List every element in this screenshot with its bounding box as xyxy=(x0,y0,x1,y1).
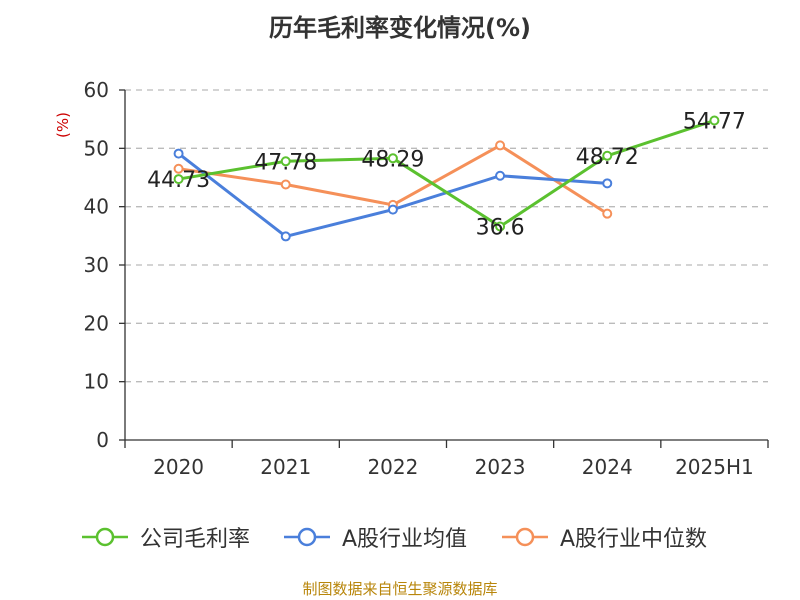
series-line xyxy=(178,119,715,228)
y-tick-label: 10 xyxy=(84,370,109,394)
legend-marker xyxy=(515,527,535,547)
data-point xyxy=(495,221,506,232)
data-point xyxy=(280,179,291,190)
legend-label-company: 公司毛利率 xyxy=(140,527,251,552)
data-point xyxy=(280,156,291,167)
source-note: 制图数据来自恒生聚源数据库 xyxy=(302,580,498,598)
y-tick-label: 50 xyxy=(84,136,109,160)
legend-line-icon xyxy=(284,527,330,547)
data-point xyxy=(173,148,184,159)
data-point xyxy=(280,231,291,242)
data-point xyxy=(387,153,398,164)
y-tick-label: 30 xyxy=(84,253,109,277)
legend-item-industry-avg[interactable]: A股行业均值 xyxy=(282,520,467,554)
x-tick-label: 2020 xyxy=(153,455,204,479)
data-point xyxy=(495,140,506,151)
data-point xyxy=(602,150,613,161)
y-tick-label: 0 xyxy=(96,428,109,452)
data-point xyxy=(173,174,184,185)
data-point xyxy=(173,163,184,174)
x-tick-label: 2024 xyxy=(582,455,633,479)
data-label: 47.78 xyxy=(254,150,317,175)
x-tick-label: 2025H1 xyxy=(675,455,754,479)
legend-line-icon xyxy=(82,527,128,547)
y-tick-label: 40 xyxy=(84,195,109,219)
data-point xyxy=(387,204,398,215)
legend-marker xyxy=(297,527,317,547)
data-label: 36.6 xyxy=(476,216,525,241)
y-tick-label: 20 xyxy=(84,311,109,335)
legend-label-industry-median: A股行业中位数 xyxy=(560,527,708,552)
legend-line-icon xyxy=(502,527,548,547)
data-point xyxy=(709,115,720,126)
legend-label-industry-avg: A股行业均值 xyxy=(342,527,468,552)
legend-item-industry-median[interactable]: A股行业中位数 xyxy=(500,520,707,554)
x-tick-label: 2023 xyxy=(475,455,526,479)
legend-item-company[interactable]: 公司毛利率 xyxy=(80,520,250,554)
x-tick-label: 2021 xyxy=(260,455,311,479)
legend-marker xyxy=(95,527,115,547)
data-label: 48.29 xyxy=(361,147,424,172)
y-axis-label: (%) xyxy=(54,112,72,138)
chart-title: 历年毛利率变化情况(%) xyxy=(269,14,531,42)
data-point xyxy=(602,178,613,189)
data-point xyxy=(602,208,613,219)
data-point xyxy=(495,170,506,181)
legend: 公司毛利率 A股行业均值 A股行业中位数 xyxy=(0,520,800,554)
data-label: 44.73 xyxy=(147,168,210,193)
data-label: 48.72 xyxy=(576,145,639,170)
y-tick-label: 60 xyxy=(84,78,109,102)
x-tick-label: 2022 xyxy=(367,455,418,479)
data-label: 54.77 xyxy=(683,110,746,135)
